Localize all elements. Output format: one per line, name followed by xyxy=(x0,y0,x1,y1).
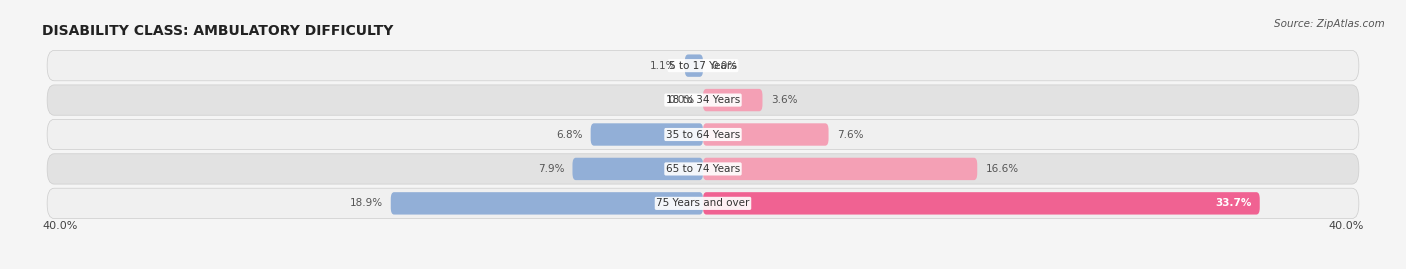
Text: 35 to 64 Years: 35 to 64 Years xyxy=(666,129,740,140)
FancyBboxPatch shape xyxy=(685,54,703,77)
Text: 0.0%: 0.0% xyxy=(668,95,695,105)
Text: 3.6%: 3.6% xyxy=(770,95,797,105)
FancyBboxPatch shape xyxy=(48,119,1358,150)
Text: 5 to 17 Years: 5 to 17 Years xyxy=(669,61,737,71)
Text: 75 Years and over: 75 Years and over xyxy=(657,198,749,208)
FancyBboxPatch shape xyxy=(48,85,1358,115)
Text: 1.1%: 1.1% xyxy=(650,61,676,71)
Text: 33.7%: 33.7% xyxy=(1215,198,1251,208)
FancyBboxPatch shape xyxy=(703,192,1260,215)
Text: DISABILITY CLASS: AMBULATORY DIFFICULTY: DISABILITY CLASS: AMBULATORY DIFFICULTY xyxy=(42,23,394,38)
Text: 18 to 34 Years: 18 to 34 Years xyxy=(666,95,740,105)
FancyBboxPatch shape xyxy=(703,123,828,146)
Text: 7.6%: 7.6% xyxy=(837,129,863,140)
Legend: Male, Female: Male, Female xyxy=(633,264,773,269)
FancyBboxPatch shape xyxy=(48,51,1358,81)
Text: 6.8%: 6.8% xyxy=(555,129,582,140)
FancyBboxPatch shape xyxy=(572,158,703,180)
Text: 65 to 74 Years: 65 to 74 Years xyxy=(666,164,740,174)
Text: 40.0%: 40.0% xyxy=(1329,221,1364,231)
Text: 7.9%: 7.9% xyxy=(537,164,564,174)
Text: 18.9%: 18.9% xyxy=(349,198,382,208)
FancyBboxPatch shape xyxy=(391,192,703,215)
FancyBboxPatch shape xyxy=(703,158,977,180)
FancyBboxPatch shape xyxy=(703,89,762,111)
Text: 0.0%: 0.0% xyxy=(711,61,738,71)
FancyBboxPatch shape xyxy=(591,123,703,146)
FancyBboxPatch shape xyxy=(48,154,1358,184)
FancyBboxPatch shape xyxy=(48,188,1358,218)
Text: Source: ZipAtlas.com: Source: ZipAtlas.com xyxy=(1274,19,1385,29)
Text: 40.0%: 40.0% xyxy=(42,221,77,231)
Text: 16.6%: 16.6% xyxy=(986,164,1018,174)
